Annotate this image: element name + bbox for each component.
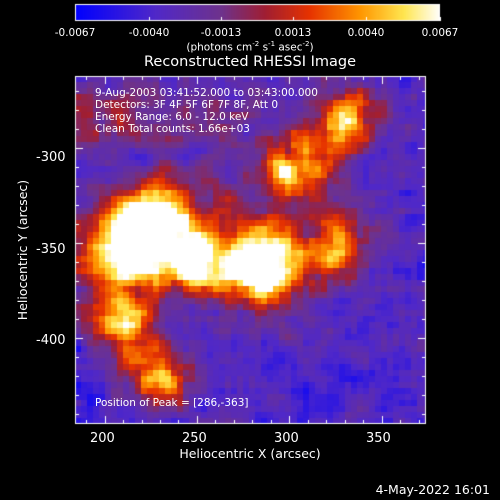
info-peak-position: Position of Peak = [286,-363] [95,397,249,409]
colorbar-tick: -0.0013 [200,27,242,39]
colorbar-tick: -0.0040 [128,27,170,39]
x-tick-label: 250 [182,431,207,446]
y-axis-label: Heliocentric Y (arcsec) [14,179,30,321]
x-axis-label: Heliocentric X (arcsec) [179,446,321,461]
plot-title: Reconstructed RHESSI Image [143,54,356,70]
info-detectors: Detectors: 3F 4F 5F 6F 7F 8F, Att 0 [95,99,279,111]
colorbar-unit-label: (photons cm-2 s-1 asec-2) [186,40,314,54]
x-tick-label: 300 [274,431,299,446]
x-tick-label: 350 [366,431,391,446]
info-clean-counts: Clean Total counts: 1.66e+03 [95,123,250,135]
y-tick-label: -300 [36,150,66,165]
info-time-range: 9-Aug-2003 03:41:52.000 to 03:43:00.000 [95,87,318,99]
y-tick-label: -350 [36,242,66,257]
info-energy-range: Energy Range: 6.0 - 12.0 keV [95,111,249,123]
y-tick-label: -400 [36,333,66,348]
footer-timestamp: 4-May-2022 16:01 [375,482,490,497]
colorbar-tick: -0.0067 [54,27,96,39]
colorbar-tick: 0.0040 [347,27,385,39]
colorbar-tick: 0.0013 [274,27,312,39]
x-tick-label: 200 [90,431,115,446]
colorbar-tick: 0.0067 [421,27,459,39]
